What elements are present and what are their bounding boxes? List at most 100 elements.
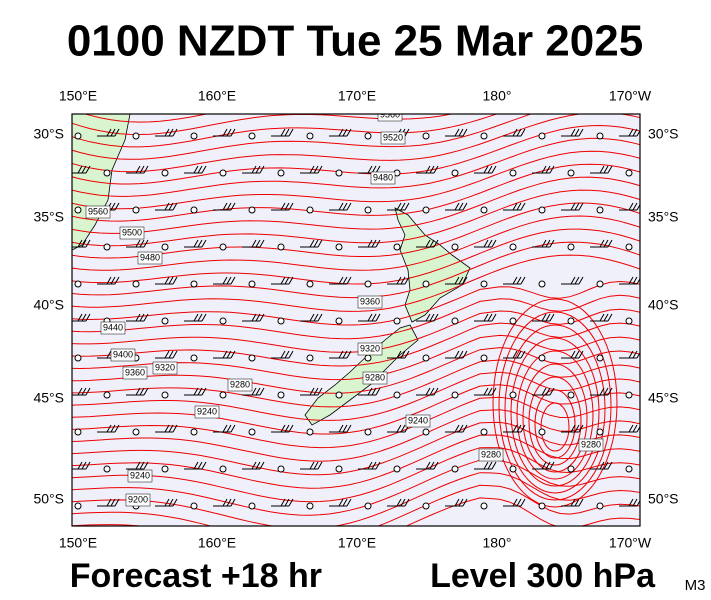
contour-line [72,434,640,489]
station [248,280,256,288]
longitude-label: 150°E [59,88,97,104]
contour-label-box [125,493,151,507]
station [480,132,488,140]
contour-label-box [194,405,220,419]
station [567,317,575,325]
wind-barb [72,313,91,322]
low-contour [534,389,576,459]
station [335,465,343,473]
wind-barb [213,202,236,211]
latitude-label: 30°S [33,126,64,142]
contour-line [72,228,640,285]
station [596,206,604,214]
station [277,317,285,325]
wind-barb [532,387,555,396]
station [480,206,488,214]
map-content: 9560 9520 9480 9560 9500 9480 9440 9400 9360 9320… [72,114,640,526]
wind-barb [242,165,265,174]
station [132,428,140,436]
wind-barb [97,128,120,137]
low-contour [528,376,582,466]
station [248,132,256,140]
contour-label-box [478,448,504,462]
latitude-label: 45°S [33,390,64,406]
station [161,391,169,399]
station [277,391,285,399]
station [306,280,314,288]
wind-barb [532,461,555,470]
station [132,132,140,140]
station [306,502,314,510]
contour-label: 9520 [383,132,403,142]
wind-barb [126,313,149,322]
station [306,132,314,140]
station [132,280,140,288]
wind-barb [271,276,294,285]
station [480,502,488,510]
wind-barb [184,239,207,248]
wind-barb [590,387,613,396]
wind-barb [213,350,236,359]
station [451,169,459,177]
contour-label-box [119,226,145,240]
station [422,206,430,214]
wind-barb [445,202,468,211]
station [364,428,372,436]
wind-barb [97,424,120,433]
wind-barb [184,461,207,470]
wind-barb [271,424,294,433]
wind-barb [300,461,323,470]
wind-barb [474,239,497,248]
station [161,465,169,473]
wind-barb [126,239,149,248]
contour-line [72,322,640,367]
station [538,132,546,140]
wind-barb [619,498,640,507]
contour-label-box [380,131,406,145]
wind-barb [155,276,178,285]
wind-barb [242,239,265,248]
contour-label: 9400 [113,349,133,359]
forecast-label: Forecast +18 hr [70,557,322,595]
wind-barb [474,387,497,396]
wind-barb [97,498,120,507]
contour-line [72,114,640,173]
contour-line [72,347,640,394]
contour-label: 9480 [140,252,160,262]
wind-barb [213,128,236,137]
contour-label: 9480 [373,172,393,182]
station [364,206,372,214]
longitude-label: 170°W [609,88,652,104]
wind-barb [358,461,381,470]
wind-barb [184,313,207,322]
station [451,465,459,473]
model-label: M3 [685,577,706,594]
wind-barb [126,165,149,174]
wind-barb [72,165,91,174]
contour-label-box [578,438,604,452]
station [625,169,633,177]
wind-barb [619,350,640,359]
contour-label: 9280 [481,449,501,459]
contour-line [72,484,640,526]
station [596,502,604,510]
station [538,428,546,436]
station [451,391,459,399]
station [74,280,82,288]
contour-line [72,254,640,312]
wind-barb [387,498,410,507]
longitude-label: 170°E [338,88,376,104]
latitude-label: 50°S [648,491,679,507]
wind-barb [358,387,381,396]
contour-label-box [110,348,136,362]
contour-label-box [357,295,383,309]
station [567,465,575,473]
contour-line [72,150,640,210]
contour-label: 9280 [365,372,385,382]
wind-barb [619,276,640,285]
wind-barb [561,202,584,211]
station [335,243,343,251]
wind-barb [300,239,323,248]
contour-label-box [127,469,153,483]
wind-barb [445,276,468,285]
